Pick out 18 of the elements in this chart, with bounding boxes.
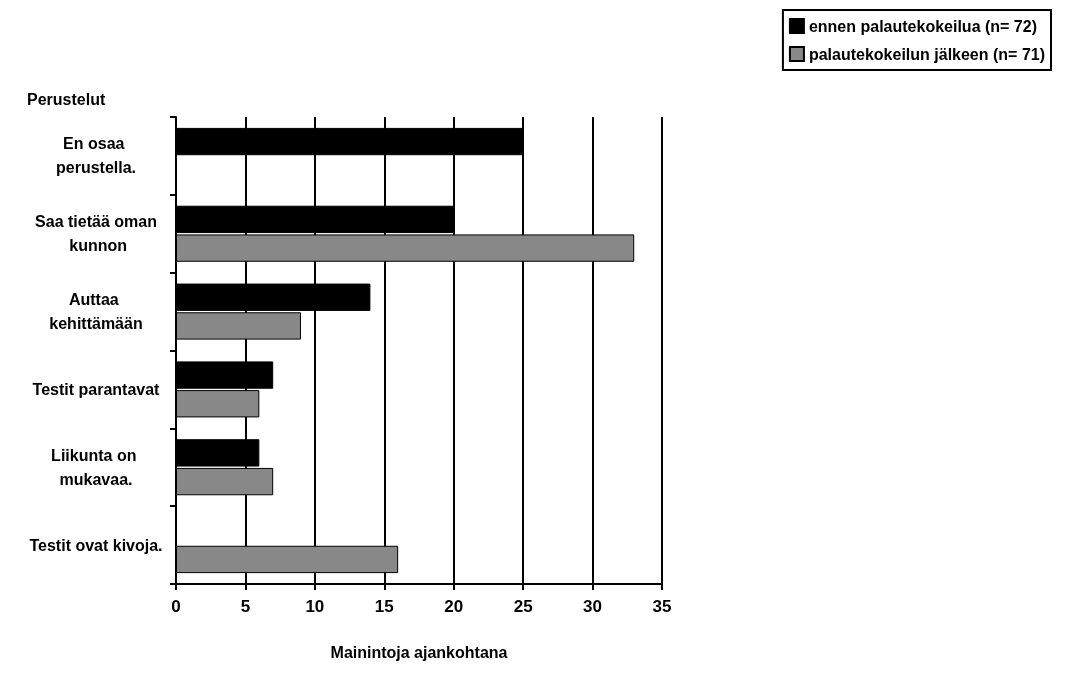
y-tick-label: Liikunta on mukavaa. (51, 446, 141, 488)
y-tick-label: Testit parantavat (32, 380, 161, 398)
y-tick-label: Auttaa kehittämään (49, 291, 143, 333)
y-tick-label: Saa tietää oman kunnon (35, 213, 157, 255)
x-tick-label: 10 (305, 597, 325, 616)
x-tick-label: 5 (240, 597, 251, 616)
y-axis-title: Perustelut (27, 90, 106, 108)
x-tick-label: 35 (652, 597, 672, 616)
legend-label: palautekokeilun jälkeen (n= 71) (808, 45, 1046, 63)
x-tick-label: 15 (374, 597, 394, 616)
y-tick-label: Testit ovat kivoja. (29, 536, 163, 554)
x-tick-label: 25 (513, 597, 533, 616)
legend-label: ennen palautekokeilua (n= 72) (808, 17, 1037, 35)
y-tick-label: En osaa perustella. (55, 135, 137, 177)
x-tick-label: 0 (171, 597, 181, 616)
x-axis-title: Mainintoja ajankohtana (330, 643, 508, 661)
x-tick-label: 20 (444, 597, 464, 616)
x-tick-label: 30 (583, 597, 603, 616)
